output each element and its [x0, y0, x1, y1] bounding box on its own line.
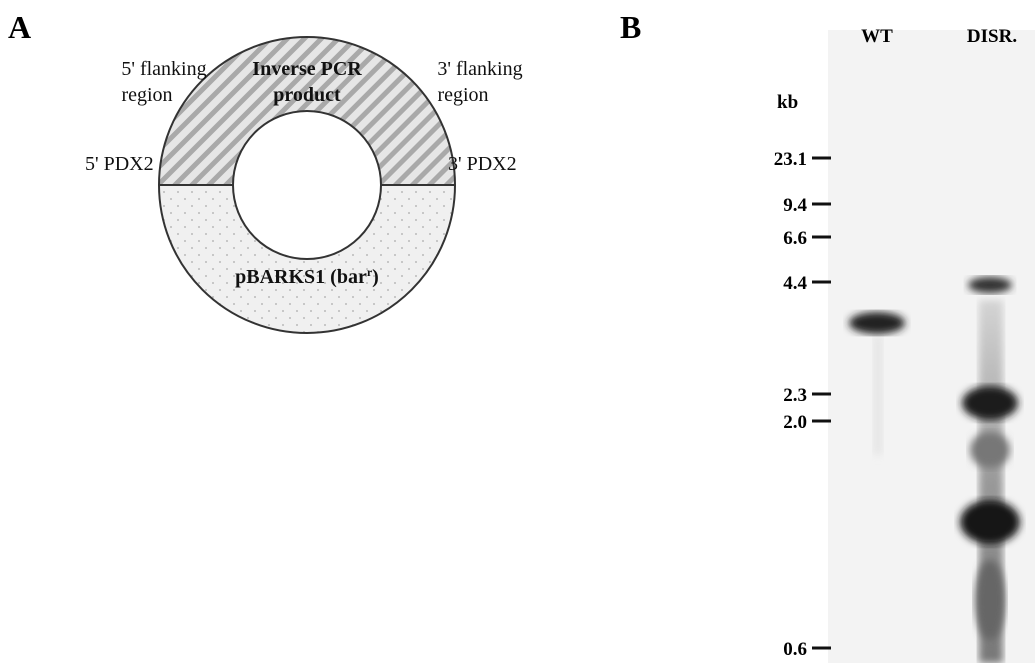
plasmid-ring	[159, 37, 455, 333]
gel	[828, 30, 1035, 663]
left-end-label: 5' PDX2	[85, 153, 154, 175]
right-end-label: 3' PDX2	[448, 153, 517, 175]
figure: A 5' flanking region Inverse PCR product…	[0, 0, 1035, 663]
left-flank-label: region	[121, 84, 172, 106]
insert-label: product	[273, 84, 341, 106]
markers: 23.1 9.4 6.6 4.4 2.3 2.0 0.6	[774, 149, 831, 660]
unit-label: kb	[777, 92, 798, 113]
marker-label: 23.1	[774, 149, 807, 170]
vector-text: pBARKS1 (bar	[235, 266, 367, 288]
marker-label: 2.3	[783, 385, 807, 406]
insert-label: Inverse PCR	[252, 58, 362, 80]
marker-label: 2.0	[783, 412, 807, 433]
right-flank-label: region	[437, 84, 488, 106]
marker-label: 6.6	[783, 228, 807, 249]
lane-label: WT	[861, 26, 893, 47]
panel-letter: B	[620, 9, 641, 45]
vector-label: pBARKS1 (barr)	[235, 265, 379, 288]
marker-label: 0.6	[783, 639, 807, 660]
vector-tail: )	[372, 266, 379, 288]
left-flank-label: 5' flanking	[121, 58, 206, 80]
marker-label: 4.4	[783, 273, 807, 294]
right-flank-label: 3' flanking	[437, 58, 522, 80]
marker-label: 9.4	[783, 195, 807, 216]
panel-letter: A	[8, 9, 31, 45]
lane-label: DISR.	[967, 26, 1017, 47]
